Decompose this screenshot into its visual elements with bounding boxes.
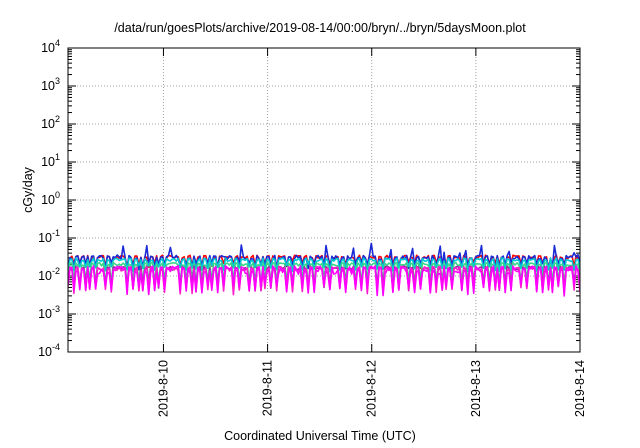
y-tick-label: 10-1 [38,228,60,245]
x-tick-label: 2019-8-12 [365,360,379,417]
y-tick-label: 100 [41,190,60,207]
chart-title: /data/run/goesPlots/archive/2019-08-14/0… [114,21,526,35]
x-tick-label: 2019-8-13 [469,360,483,417]
x-tick-label: 2019-8-11 [261,360,275,416]
series-line [68,265,580,297]
plot-border [67,47,581,353]
y-tick-label: 103 [41,76,60,93]
y-tick-label: 10-2 [38,266,60,283]
y-tick-label: 10-4 [38,342,60,359]
y-tick-label: 102 [41,114,60,131]
y-tick-label: 101 [41,152,60,169]
series-group [68,242,580,297]
x-axis-label: Coordinated Universal Time (UTC) [224,429,416,443]
x-tick-label: 2019-8-14 [573,360,587,417]
y-tick-label: 104 [41,38,60,55]
y-tick-label: 10-3 [38,304,60,321]
x-tick-label: 2019-8-10 [156,360,170,417]
